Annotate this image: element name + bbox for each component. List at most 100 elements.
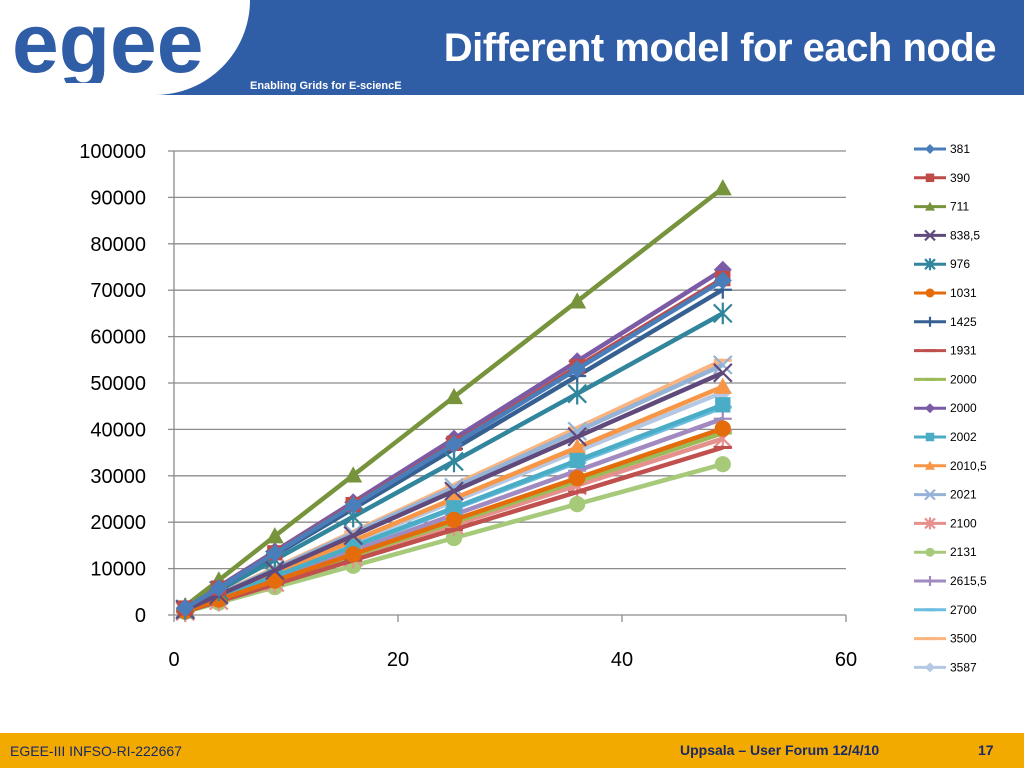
legend-label: 711 (950, 200, 969, 214)
data-point (925, 460, 935, 470)
egee-logo-text: egee (12, 8, 203, 83)
data-point (568, 426, 587, 430)
legend-label: 2700 (950, 603, 977, 617)
legend-item: 1425 (914, 315, 977, 329)
legend-item: 2100 (914, 516, 977, 530)
legend-item: 2131 (914, 545, 977, 559)
data-point (925, 144, 935, 154)
legend-label: 2100 (950, 516, 977, 530)
data-point (925, 637, 935, 641)
legend-label: 2002 (950, 430, 977, 444)
data-point (568, 438, 587, 455)
header-bar: egee Different model for each node Enabl… (0, 0, 1024, 95)
data-point (344, 466, 363, 483)
data-point (925, 201, 935, 211)
data-point (713, 445, 732, 449)
legend-label: 2021 (950, 488, 977, 502)
data-point (924, 488, 936, 501)
data-point (444, 481, 464, 501)
data-point (713, 358, 732, 362)
data-point (713, 271, 732, 290)
legend-label: 3500 (950, 632, 977, 646)
y-tick-label: 70000 (90, 280, 146, 302)
legend-item: 1931 (914, 344, 977, 358)
data-point (265, 560, 285, 581)
legend-item: 2700 (914, 603, 977, 617)
data-point (265, 544, 284, 563)
data-point (265, 527, 284, 544)
legend-item: 838,5 (914, 228, 980, 242)
data-point (713, 377, 732, 394)
legend-label: 1931 (950, 344, 977, 358)
data-point (568, 490, 587, 494)
x-tick-label: 60 (835, 649, 857, 671)
legend-item: 3587 (914, 660, 977, 674)
line-chart: 0100002000030000400005000060000700008000… (79, 141, 987, 674)
data-point (715, 397, 731, 413)
data-point (925, 173, 935, 183)
legend-item: 976 (914, 257, 970, 271)
y-tick-label: 0 (135, 605, 146, 627)
data-point (445, 528, 463, 532)
data-point (567, 427, 587, 447)
data-point (714, 456, 731, 473)
data-point (446, 500, 462, 516)
logo-panel: egee (0, 0, 250, 95)
data-point (176, 599, 195, 618)
data-point (924, 258, 936, 271)
tagline: Enabling Grids for E-sciencE (250, 80, 402, 92)
data-point (925, 547, 935, 557)
legend-label: 2131 (950, 545, 977, 559)
data-point (209, 579, 228, 598)
data-point (266, 572, 283, 589)
data-point (924, 517, 936, 530)
y-tick-label: 60000 (90, 327, 146, 349)
data-point (445, 387, 463, 405)
data-point (445, 529, 463, 547)
legend-item: 3500 (914, 632, 977, 646)
legend-label: 390 (950, 171, 970, 185)
data-point (925, 316, 935, 327)
y-tick-label: 100000 (79, 141, 146, 163)
legend-label: 2010,5 (950, 459, 987, 473)
x-tick-label: 0 (168, 649, 179, 671)
data-point (925, 288, 935, 298)
y-tick-label: 50000 (90, 373, 146, 395)
data-point (924, 229, 936, 242)
data-point (445, 511, 463, 528)
legend-label: 838,5 (950, 228, 980, 242)
data-point (925, 432, 935, 442)
footer-bar: EGEE-III INFSO-RI-222667 Uppsala – User … (0, 733, 1024, 768)
legend-item: 381 (914, 142, 970, 156)
legend-label: 1031 (950, 286, 977, 300)
data-point (343, 525, 363, 546)
legend-item: 2615,5 (914, 574, 987, 588)
legend-label: 381 (950, 142, 970, 156)
data-point (344, 496, 363, 515)
data-point (569, 496, 586, 513)
series-lines (175, 179, 733, 623)
data-point (444, 450, 464, 473)
footer-event: Uppsala – User Forum 12/4/10 (680, 742, 880, 758)
y-tick-label: 30000 (90, 466, 146, 488)
egee-logo: egee (12, 8, 203, 83)
legend-item: 2000 (914, 372, 977, 386)
axes: 0 10000 20000 30000 40000 50000 60000 70000 8000… (79, 141, 857, 671)
x-tick-label: 20 (387, 649, 409, 671)
data-point (445, 435, 463, 454)
x-tick-label: 40 (611, 649, 633, 671)
legend-label: 3587 (950, 660, 977, 674)
data-point (568, 360, 587, 379)
series-381 (176, 271, 732, 618)
data-point (569, 452, 585, 469)
data-point (345, 546, 362, 563)
y-tick-label: 20000 (90, 512, 146, 534)
y-tick-label: 80000 (90, 234, 146, 256)
legend-item: 2000 (914, 401, 977, 415)
legend-item: 390 (914, 171, 970, 185)
data-point (925, 349, 935, 353)
legend-label: 2000 (950, 372, 977, 386)
data-point (569, 470, 586, 487)
data-point (713, 355, 733, 375)
